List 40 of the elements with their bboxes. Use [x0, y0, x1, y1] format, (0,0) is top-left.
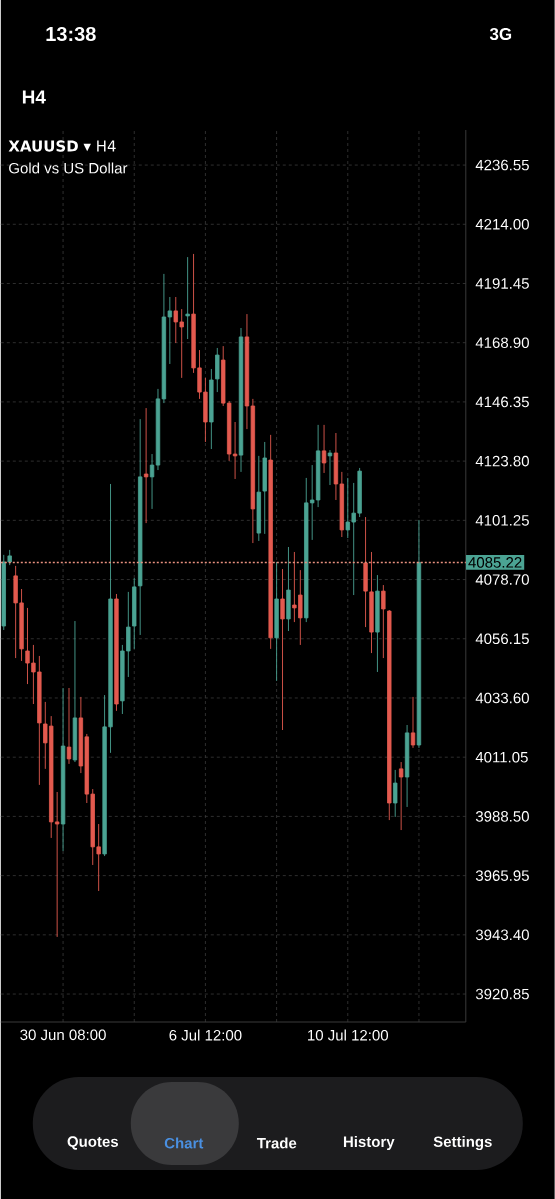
text: Quotes	[67, 1136, 119, 1150]
text: Trade	[257, 1137, 297, 1149]
x-tick-label: 30 Jun 08:00	[20, 1029, 106, 1041]
candlestick	[66, 687, 72, 765]
text: 13:38	[46, 26, 96, 42]
candlestick	[410, 696, 416, 749]
text: Gold vs US Dollar	[9, 162, 128, 174]
y-tick-label: 4078.70	[475, 574, 530, 585]
text: XAUUSD ▾ H4	[8, 140, 116, 152]
y-tick-label: 4033.60	[475, 692, 530, 704]
candlestick	[185, 256, 190, 340]
y-tick-label: 3988.50	[475, 811, 530, 822]
candlestick	[144, 407, 149, 524]
x-tick-label: 10 Jul 12:00	[308, 1029, 389, 1041]
text: Settings	[433, 1135, 492, 1151]
y-tick-label: 4168.90	[475, 337, 530, 349]
text: History	[344, 1136, 395, 1150]
y-tick-label: 3965.95	[475, 870, 530, 881]
y-tick-label: 4056.15	[475, 633, 530, 645]
y-tick-label: 4191.45	[475, 278, 530, 289]
y-tick-label: 4011.05	[475, 751, 528, 763]
candlestick	[149, 453, 155, 510]
text: 3G	[489, 27, 512, 41]
candlestick	[381, 584, 386, 659]
y-tick-label: 3943.40	[475, 929, 530, 941]
y-tick-label: 4214.00	[475, 218, 530, 230]
candlestick	[327, 449, 333, 486]
text: Chart	[164, 1137, 204, 1149]
candlestick	[280, 568, 285, 731]
ref-line-label: 4085.22	[468, 557, 522, 568]
y-tick-label: 4123.80	[475, 455, 530, 467]
candlestick	[393, 769, 398, 818]
text: H4	[23, 90, 46, 104]
y-tick-label: 4101.25	[475, 515, 530, 526]
candlestick	[399, 761, 404, 831]
y-tick-label: 4146.35	[475, 396, 530, 408]
y-tick-label: 4236.55	[475, 159, 530, 171]
y-tick-label: 3920.85	[475, 988, 530, 1000]
x-tick-label: 6 Jul 12:00	[169, 1029, 242, 1041]
candlestick	[321, 424, 327, 474]
